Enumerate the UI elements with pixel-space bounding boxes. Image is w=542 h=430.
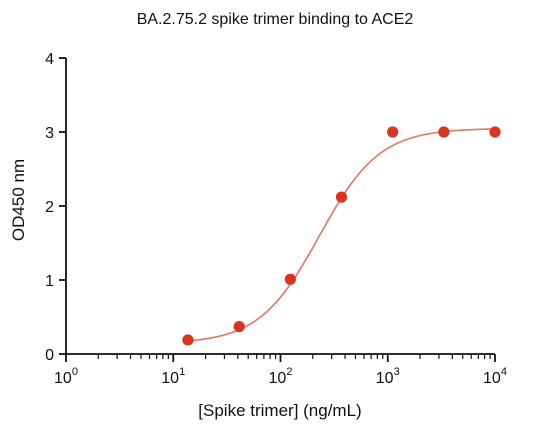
- x-tick-label-1: 101: [161, 366, 185, 387]
- data-point-1: [233, 321, 245, 333]
- data-point-5: [438, 126, 450, 138]
- y-tick-label-3: 3: [45, 125, 54, 142]
- chart-title: BA.2.75.2 spike trimer binding to ACE2: [137, 11, 414, 28]
- y-axis-label: OD450 nm: [9, 159, 28, 241]
- y-ticks: 0 1 2 3 4: [45, 51, 66, 364]
- data-point-6: [489, 126, 501, 138]
- x-axis-label: [Spike trimer] (ng/mL): [198, 401, 361, 420]
- x-ticks: 100 101 102 103 104: [54, 354, 507, 387]
- data-point-0: [182, 334, 194, 346]
- y-tick-label-0: 0: [45, 347, 54, 364]
- x-tick-label-4: 104: [483, 366, 507, 387]
- fit-curve-group: [187, 128, 496, 342]
- x-tick-label-3: 103: [376, 366, 400, 387]
- data-points: [182, 126, 501, 346]
- data-point-3: [335, 191, 348, 203]
- axes: [65, 58, 495, 355]
- x-tick-label-0: 100: [54, 366, 78, 387]
- data-point-4: [387, 126, 399, 138]
- y-tick-label-2: 2: [45, 199, 54, 216]
- x-tick-label-2: 102: [269, 366, 293, 387]
- data-point-2: [284, 273, 296, 285]
- fit-curve: [187, 128, 496, 342]
- y-tick-label-4: 4: [45, 51, 54, 68]
- y-tick-label-1: 1: [45, 273, 54, 290]
